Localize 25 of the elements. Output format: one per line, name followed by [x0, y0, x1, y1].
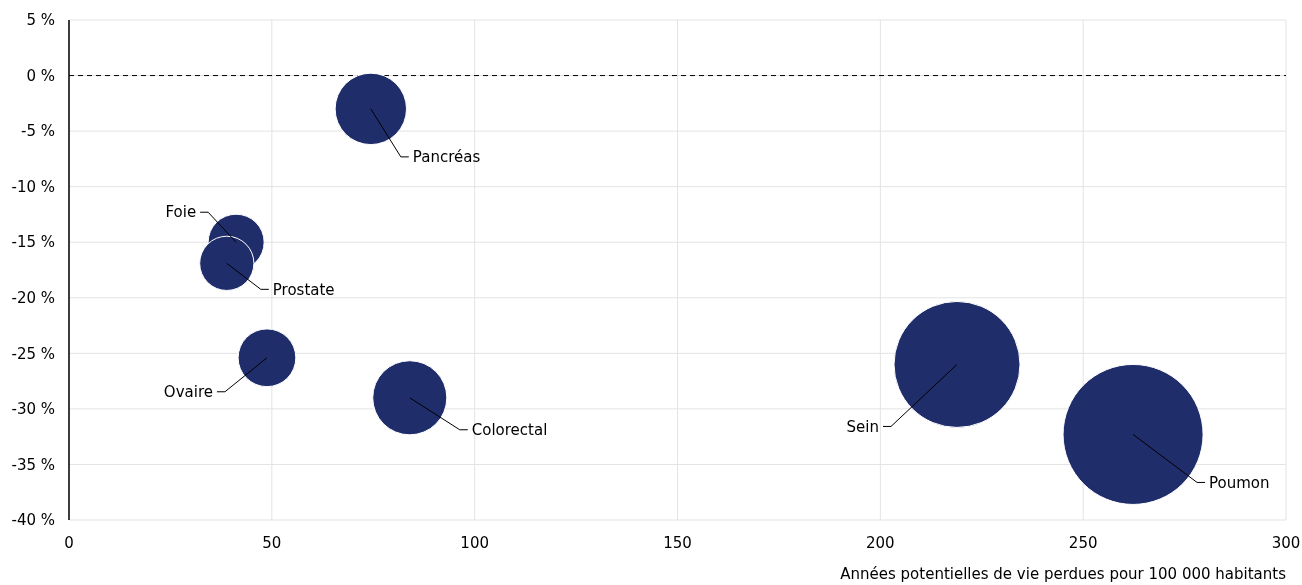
y-tick-label: -30 %	[11, 400, 55, 419]
x-tick-label: 50	[262, 534, 282, 552]
x-axis-title: Années potentielles de vie perdues pour 100 000 habitants	[840, 565, 1287, 583]
x-tick-label: 0	[64, 534, 74, 552]
x-tick-label: 200	[866, 534, 895, 552]
annotation: Pancréas	[412, 148, 481, 167]
annotation: Sein	[846, 417, 879, 436]
annotation: Colorectal	[471, 421, 548, 440]
y-tick-label: -20 %	[11, 289, 55, 308]
annotation: Poumon	[1209, 473, 1270, 492]
y-tick-label: -25 %	[11, 344, 55, 363]
y-tick-label: -35 %	[11, 455, 55, 474]
x-tick-label: 100	[460, 534, 489, 552]
y-tick-label: 0 %	[26, 66, 55, 85]
x-tick-label: 250	[1068, 534, 1098, 552]
y-tick-label: -15 %	[11, 233, 55, 252]
y-tick-label: -40 %	[11, 511, 55, 530]
x-tick-label: 150	[663, 534, 692, 552]
annotation: Ovaire	[163, 383, 213, 402]
y-tick-label: -5 %	[21, 122, 55, 141]
y-tick-label: 5 %	[26, 11, 55, 30]
annotation: Foie	[165, 203, 197, 222]
annotation: Prostate	[272, 280, 335, 299]
y-tick-label: -10 %	[11, 177, 55, 196]
x-tick-label: 300	[1271, 534, 1301, 552]
